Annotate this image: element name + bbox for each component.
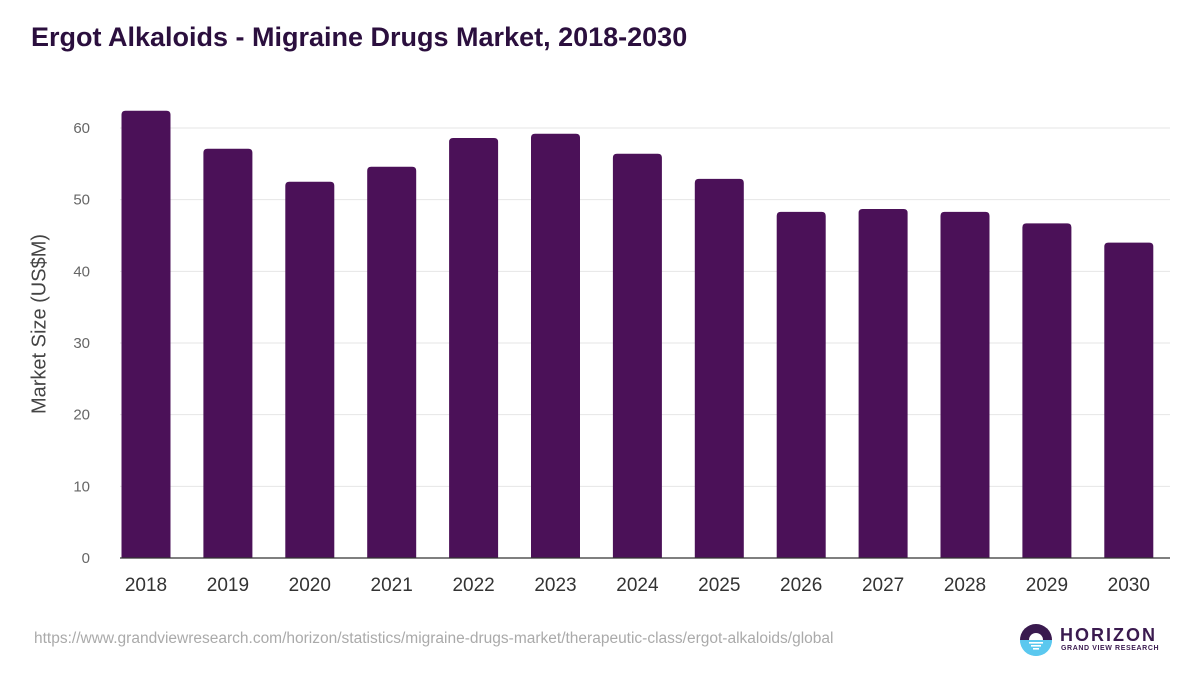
- y-tick-label: 0: [82, 550, 90, 567]
- bar-2024[interactable]: [612, 153, 662, 559]
- y-tick-label: 20: [73, 407, 90, 424]
- y-tick-label: 10: [73, 478, 90, 495]
- logo-name: HORIZON: [1060, 625, 1157, 645]
- x-tick-label: 2018: [125, 575, 167, 596]
- y-axis-ticks: 0 10 20 30 40 50 60: [73, 120, 90, 567]
- horizon-logo-icon: [1020, 624, 1052, 656]
- y-tick-label: 50: [73, 192, 90, 209]
- chart-title: Ergot Alkaloids - Migraine Drugs Market,…: [31, 22, 688, 52]
- bar-2019[interactable]: [203, 148, 253, 559]
- x-tick-label: 2028: [944, 575, 986, 596]
- y-tick-label: 60: [73, 120, 90, 137]
- x-axis-ticks: 2018 2019 2020 2021 2022 2023 2024 2025 2026 2027…: [125, 575, 1150, 596]
- bar-2030[interactable]: [1104, 242, 1154, 558]
- x-tick-label: 2023: [534, 575, 576, 596]
- horizon-logo: HORIZON GRAND VIEW RESEARCH: [1019, 622, 1159, 658]
- x-tick-label: 2019: [207, 575, 249, 596]
- x-tick-label: 2029: [1026, 575, 1068, 596]
- y-axis-label: Market Size (US$M): [28, 233, 51, 415]
- bar-2027[interactable]: [858, 208, 908, 558]
- bar-2022[interactable]: [449, 138, 499, 559]
- y-tick-label: 40: [73, 263, 90, 280]
- bar-2026[interactable]: [776, 211, 826, 558]
- x-tick-label: 2022: [452, 575, 494, 596]
- bar-2023[interactable]: [531, 133, 580, 558]
- bars: [121, 110, 1154, 559]
- bar-2028[interactable]: [940, 211, 990, 558]
- x-tick-label: 2024: [616, 575, 659, 596]
- bar-2021[interactable]: [367, 166, 417, 558]
- x-tick-label: 2021: [371, 575, 413, 596]
- x-tick-label: 2026: [780, 575, 822, 596]
- logo-subtitle: GRAND VIEW RESEARCH: [1061, 645, 1160, 652]
- x-tick-label: 2020: [289, 575, 331, 596]
- bar-2025[interactable]: [694, 178, 744, 558]
- bar-2018[interactable]: [121, 110, 171, 559]
- x-tick-label: 2027: [862, 575, 904, 596]
- x-tick-label: 2030: [1108, 575, 1150, 596]
- source-url[interactable]: https://www.grandviewresearch.com/horizo…: [34, 630, 834, 647]
- y-tick-label: 30: [73, 335, 90, 352]
- x-tick-label: 2025: [698, 575, 740, 596]
- bar-2020[interactable]: [285, 181, 335, 558]
- bar-2029[interactable]: [1022, 223, 1072, 559]
